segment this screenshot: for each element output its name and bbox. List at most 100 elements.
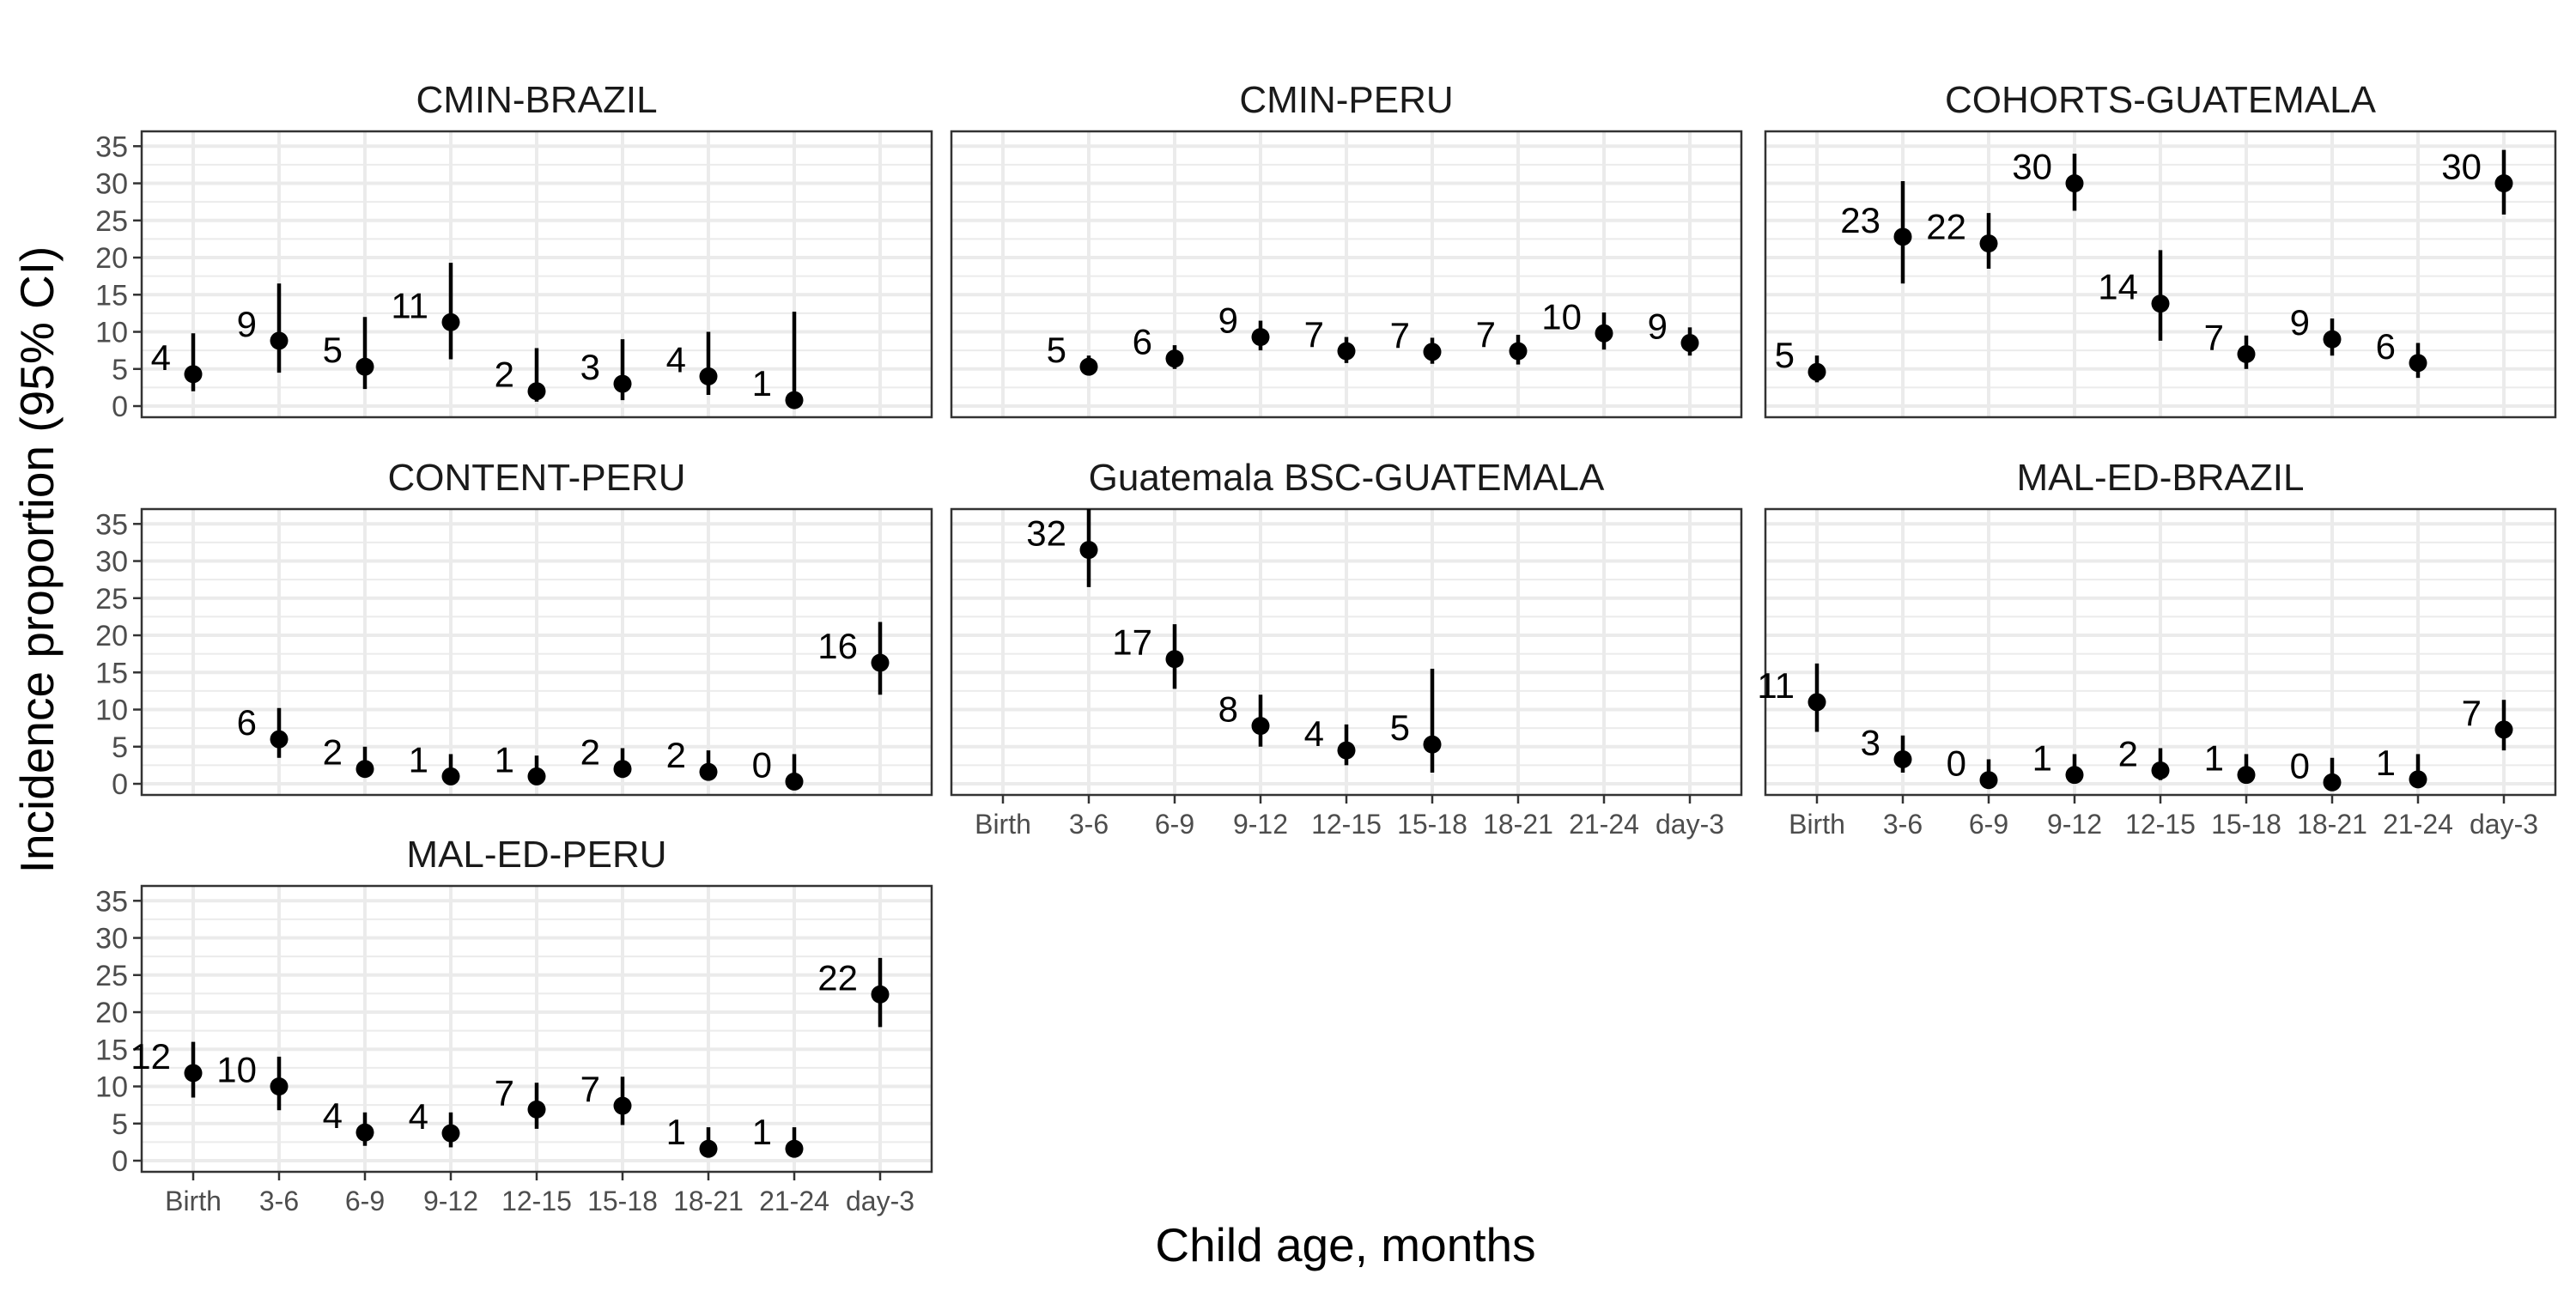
y-tick-label: 25 <box>95 960 128 992</box>
x-tick-label: 3-6 <box>1883 809 1923 840</box>
y-tick-label: 15 <box>95 279 128 312</box>
data-point <box>2151 761 2170 779</box>
x-tick-label: day-3 <box>846 1186 914 1216</box>
y-tick-label: 30 <box>95 923 128 955</box>
point-value-label: 0 <box>1947 743 1966 784</box>
x-tick-label: 9-12 <box>1233 809 1288 840</box>
panel-border <box>1764 130 2557 419</box>
y-tick-label: 35 <box>95 130 128 163</box>
point-value-label: 4 <box>409 1096 428 1137</box>
y-tick-label: 25 <box>95 205 128 238</box>
facet-title: MAL-ED-PERU <box>406 834 666 876</box>
point-value-label: 2 <box>666 735 686 775</box>
data-point <box>1509 342 1528 361</box>
point-value-label: 12 <box>131 1036 171 1077</box>
point-value-label: 9 <box>237 304 257 344</box>
data-point <box>1251 717 1270 736</box>
point-value-label: 7 <box>495 1072 514 1113</box>
data-point <box>613 374 632 393</box>
point-value-label: 1 <box>409 739 428 779</box>
facet-title: CONTENT-PERU <box>387 457 685 499</box>
facet-title: CMIN-PERU <box>1239 79 1453 121</box>
x-tick-label: 9-12 <box>423 1186 478 1216</box>
y-tick-label: 30 <box>95 546 128 579</box>
point-value-label: 9 <box>1218 300 1238 341</box>
y-tick-label: 15 <box>95 657 128 689</box>
point-value-label: 10 <box>1541 296 1582 337</box>
point-value-label: 7 <box>1476 314 1496 355</box>
data-point <box>1807 362 1826 381</box>
y-tick-label: 15 <box>95 1034 128 1066</box>
data-point <box>1079 541 1098 560</box>
data-point <box>1423 343 1442 361</box>
facet-title: Guatemala BSC-GUATEMALA <box>1089 457 1605 499</box>
data-point <box>1893 227 1912 246</box>
data-point <box>2151 294 2170 313</box>
facet-mal-ed-brazil: MAL-ED-BRAZIL Birth 3-6 6-9 9-12 12-15 15-18 18… <box>1757 457 2557 840</box>
point-value-label: 1 <box>752 1112 772 1152</box>
data-point <box>2409 354 2427 373</box>
data-point <box>699 762 718 781</box>
point-value-label: 9 <box>2290 302 2310 343</box>
data-point <box>2494 174 2513 193</box>
point-value-label: 10 <box>216 1050 257 1090</box>
x-tick-label: Birth <box>1789 809 1845 840</box>
data-point <box>527 1100 546 1119</box>
point-value-label: 5 <box>1390 707 1410 748</box>
point-value-label: 2 <box>323 732 343 773</box>
x-tick-label: 18-21 <box>673 1186 744 1216</box>
panel-border <box>950 130 1743 419</box>
data-point <box>1680 334 1699 353</box>
point-value-label: 6 <box>1133 322 1152 362</box>
data-point <box>441 1124 460 1143</box>
y-tick-label: 0 <box>112 391 128 423</box>
data-point <box>441 767 460 786</box>
y-tick-label: 30 <box>95 168 128 201</box>
x-tick-label: day-3 <box>2470 809 2538 840</box>
y-tick-label: 5 <box>112 1108 128 1141</box>
data-point <box>355 760 374 779</box>
point-value-label: 5 <box>1775 335 1795 375</box>
point-value-label: 3 <box>1861 722 1880 762</box>
point-value-label: 7 <box>2204 317 2224 357</box>
data-point <box>2065 174 2084 193</box>
data-point <box>785 391 804 409</box>
data-point <box>270 1077 289 1096</box>
data-point <box>184 1064 203 1083</box>
x-tick-label: 15-18 <box>2211 809 2281 840</box>
x-tick-label: 6-9 <box>1969 809 2008 840</box>
data-point <box>441 312 460 331</box>
data-point <box>2323 330 2342 349</box>
point-value-label: 7 <box>2462 693 2482 733</box>
data-point <box>355 357 374 376</box>
point-value-label: 6 <box>2376 326 2396 367</box>
data-point <box>184 365 203 384</box>
point-value-label: 1 <box>2032 738 2052 779</box>
point-value-label: 1 <box>666 1112 686 1152</box>
point-value-label: 11 <box>391 285 428 325</box>
data-point <box>1595 324 1613 343</box>
point-value-label: 7 <box>580 1069 600 1109</box>
facet-mal-ed-peru: MAL-ED-PERU 0 5 10 15 20 25 30 35 Birth 3-6 6-9 9-12… <box>95 834 933 1216</box>
x-tick-label: 3-6 <box>1069 809 1109 840</box>
point-value-label: 22 <box>1926 207 1966 247</box>
point-value-label: 1 <box>495 739 514 779</box>
point-value-label: 14 <box>2098 267 2138 307</box>
point-value-label: 0 <box>2290 745 2310 786</box>
x-tick-label: 3-6 <box>259 1186 299 1216</box>
point-value-label: 3 <box>580 347 600 387</box>
x-tick-label: 15-18 <box>587 1186 658 1216</box>
panel-border <box>140 507 933 797</box>
x-tick-label: day-3 <box>1656 809 1724 840</box>
point-value-label: 7 <box>1304 314 1324 355</box>
point-value-label: 16 <box>817 626 858 666</box>
point-value-label: 11 <box>1757 665 1795 706</box>
data-point <box>2065 766 2084 785</box>
point-value-label: 2 <box>495 355 514 395</box>
y-tick-label: 5 <box>112 731 128 764</box>
y-tick-label: 0 <box>112 768 128 801</box>
data-point <box>2323 773 2342 792</box>
point-value-label: 4 <box>1304 713 1324 754</box>
x-tick-label: 21-24 <box>1569 809 1639 840</box>
point-value-label: 6 <box>237 702 257 743</box>
